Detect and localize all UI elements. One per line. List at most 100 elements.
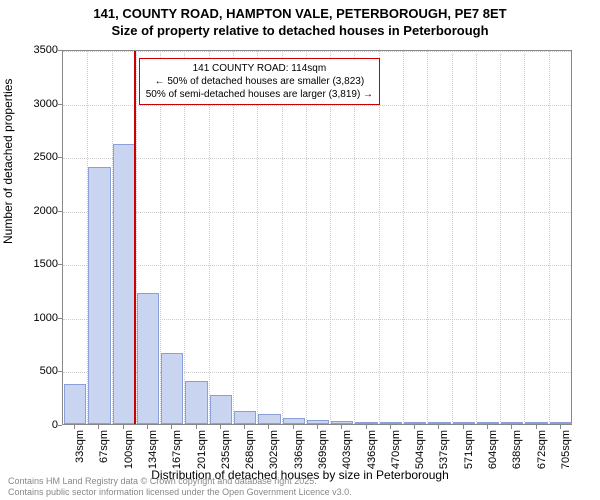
x-tick-label: 302sqm: [268, 430, 280, 470]
histogram-bar: [161, 353, 183, 424]
annotation-line2: ← 50% of detached houses are smaller (3,…: [146, 75, 373, 88]
grid-line-v: [306, 51, 307, 424]
y-tick-mark: [58, 104, 62, 105]
histogram-bar: [355, 422, 377, 424]
x-tick-label: 705sqm: [560, 430, 572, 470]
grid-line-h: [63, 51, 571, 52]
histogram-bar: [428, 422, 450, 424]
grid-line-v: [233, 51, 234, 424]
y-axis-label: Number of detached properties: [1, 79, 15, 244]
y-tick-label: 1000: [34, 312, 58, 324]
x-tick-mark: [220, 425, 221, 429]
histogram-bar: [380, 422, 402, 424]
x-tick-label: 571sqm: [463, 430, 475, 470]
x-tick-mark: [511, 425, 512, 429]
x-tick-mark: [147, 425, 148, 429]
x-tick-label: 167sqm: [171, 430, 183, 470]
grid-line-v: [427, 51, 428, 424]
x-tick-label: 100sqm: [123, 430, 135, 470]
y-tick-mark: [58, 371, 62, 372]
grid-line-v: [403, 51, 404, 424]
x-tick-label: 201sqm: [196, 430, 208, 470]
y-tick-label: 500: [40, 365, 58, 377]
x-tick-label: 470sqm: [390, 430, 402, 470]
annotation-box: 141 COUNTY ROAD: 114sqm← 50% of detached…: [139, 58, 380, 105]
histogram-bar: [210, 395, 232, 424]
x-tick-mark: [268, 425, 269, 429]
chart-footer: Contains HM Land Registry data © Crown c…: [8, 476, 352, 498]
y-tick-mark: [58, 264, 62, 265]
footer-line1: Contains HM Land Registry data © Crown c…: [8, 476, 352, 487]
grid-line-h: [63, 212, 571, 213]
grid-line-h: [63, 158, 571, 159]
histogram-bar: [234, 411, 256, 424]
x-tick-mark: [414, 425, 415, 429]
x-tick-mark: [487, 425, 488, 429]
y-tick-label: 1500: [34, 258, 58, 270]
histogram-bar: [137, 293, 159, 424]
x-tick-label: 604sqm: [487, 430, 499, 470]
x-tick-label: 436sqm: [366, 430, 378, 470]
annotation-line3: 50% of semi-detached houses are larger (…: [146, 88, 373, 101]
grid-line-v: [184, 51, 185, 424]
grid-line-v: [476, 51, 477, 424]
chart-title-line1: 141, COUNTY ROAD, HAMPTON VALE, PETERBOR…: [0, 0, 600, 21]
grid-line-v: [500, 51, 501, 424]
x-tick-mark: [123, 425, 124, 429]
y-tick-mark: [58, 157, 62, 158]
footer-line2: Contains public sector information licen…: [8, 487, 352, 498]
x-tick-label: 268sqm: [244, 430, 256, 470]
histogram-bar: [501, 422, 523, 424]
x-tick-mark: [438, 425, 439, 429]
x-tick-mark: [390, 425, 391, 429]
histogram-bar: [477, 422, 499, 424]
grid-line-h: [63, 265, 571, 266]
grid-line-v: [282, 51, 283, 424]
x-tick-label: 403sqm: [341, 430, 353, 470]
x-tick-mark: [98, 425, 99, 429]
x-tick-label: 369sqm: [317, 430, 329, 470]
y-tick-label: 2000: [34, 205, 58, 217]
y-tick-mark: [58, 50, 62, 51]
x-tick-mark: [463, 425, 464, 429]
histogram-bar: [185, 381, 207, 424]
grid-line-v: [549, 51, 550, 424]
histogram-bar: [331, 421, 353, 424]
x-tick-label: 33sqm: [74, 430, 86, 470]
y-tick-label: 3000: [34, 98, 58, 110]
histogram-bar: [258, 414, 280, 424]
x-tick-label: 638sqm: [511, 430, 523, 470]
annotation-line1: 141 COUNTY ROAD: 114sqm: [146, 62, 373, 75]
histogram-bar: [404, 422, 426, 424]
histogram-bar: [113, 144, 135, 424]
x-tick-mark: [317, 425, 318, 429]
y-tick-mark: [58, 211, 62, 212]
x-tick-mark: [171, 425, 172, 429]
grid-line-v: [257, 51, 258, 424]
x-tick-mark: [74, 425, 75, 429]
x-tick-label: 537sqm: [438, 430, 450, 470]
x-tick-mark: [244, 425, 245, 429]
x-tick-label: 672sqm: [536, 430, 548, 470]
y-tick-label: 2500: [34, 151, 58, 163]
x-tick-mark: [196, 425, 197, 429]
x-tick-label: 134sqm: [147, 430, 159, 470]
x-tick-mark: [293, 425, 294, 429]
x-tick-mark: [366, 425, 367, 429]
histogram-bar: [550, 422, 572, 424]
grid-line-v: [354, 51, 355, 424]
x-tick-label: 67sqm: [98, 430, 110, 470]
grid-line-v: [524, 51, 525, 424]
y-tick-mark: [58, 425, 62, 426]
y-tick-mark: [58, 318, 62, 319]
x-tick-mark: [560, 425, 561, 429]
reference-line: [134, 51, 136, 424]
y-tick-label: 3500: [34, 44, 58, 56]
x-tick-mark: [536, 425, 537, 429]
grid-line-v: [330, 51, 331, 424]
grid-line-v: [379, 51, 380, 424]
chart-container: 141, COUNTY ROAD, HAMPTON VALE, PETERBOR…: [0, 0, 600, 500]
grid-line-v: [452, 51, 453, 424]
x-tick-mark: [341, 425, 342, 429]
histogram-bar: [453, 422, 475, 424]
